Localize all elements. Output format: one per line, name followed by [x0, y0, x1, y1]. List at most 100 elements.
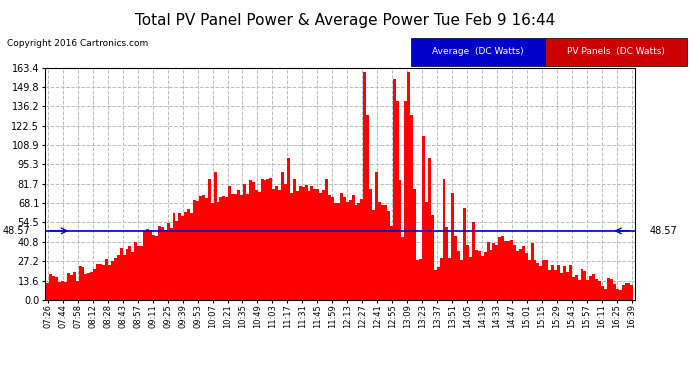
Bar	[498, 237, 501, 300]
Bar	[446, 227, 448, 300]
Bar	[164, 230, 167, 300]
Bar	[589, 276, 592, 300]
Bar	[442, 179, 446, 300]
Bar	[489, 251, 493, 300]
Bar	[528, 260, 531, 300]
Bar	[619, 290, 622, 300]
Bar	[217, 202, 219, 300]
Bar	[322, 190, 325, 300]
Bar	[67, 273, 70, 300]
Bar	[372, 210, 375, 300]
Bar	[61, 282, 64, 300]
Bar	[58, 282, 61, 300]
Bar	[557, 265, 560, 300]
Bar	[533, 260, 536, 300]
Bar	[454, 236, 457, 300]
Bar	[199, 196, 202, 300]
Bar	[352, 195, 355, 300]
Bar	[422, 136, 425, 300]
Bar	[357, 203, 360, 300]
Text: Total PV Panel Power & Average Power Tue Feb 9 16:44: Total PV Panel Power & Average Power Tue…	[135, 13, 555, 28]
Bar	[510, 240, 513, 300]
Bar	[604, 289, 607, 300]
Text: 48.57: 48.57	[3, 226, 30, 236]
Bar	[308, 191, 310, 300]
Bar	[114, 258, 117, 300]
Bar	[167, 223, 170, 300]
Bar	[278, 190, 281, 300]
Bar	[416, 260, 419, 300]
Bar	[273, 189, 275, 300]
Bar	[339, 193, 343, 300]
Bar	[70, 275, 72, 300]
Bar	[411, 115, 413, 300]
Bar	[81, 267, 84, 300]
Bar	[610, 279, 613, 300]
Bar	[93, 269, 96, 300]
Bar	[64, 282, 67, 300]
Bar	[519, 249, 522, 300]
Bar	[428, 158, 431, 300]
Bar	[313, 189, 316, 300]
Bar	[84, 274, 88, 300]
Bar	[507, 242, 510, 300]
Bar	[252, 182, 255, 300]
Bar	[381, 206, 384, 300]
Bar	[88, 273, 90, 300]
Bar	[484, 252, 486, 300]
Bar	[226, 196, 228, 300]
Bar	[393, 80, 395, 300]
Bar	[440, 258, 442, 300]
Text: Average  (DC Watts): Average (DC Watts)	[432, 47, 524, 56]
Bar	[531, 243, 533, 300]
Bar	[615, 289, 619, 300]
Bar	[76, 281, 79, 300]
Bar	[266, 179, 269, 300]
Bar	[331, 197, 334, 300]
Bar	[202, 195, 205, 300]
Bar	[214, 172, 217, 300]
Bar	[466, 244, 469, 300]
Bar	[346, 202, 348, 300]
Bar	[495, 245, 498, 300]
Bar	[319, 192, 322, 300]
Bar	[448, 258, 451, 300]
Bar	[524, 252, 528, 300]
Bar	[451, 193, 454, 300]
Bar	[119, 248, 123, 300]
Bar	[572, 277, 575, 300]
Bar	[560, 273, 563, 300]
Bar	[146, 229, 149, 300]
Bar	[208, 179, 210, 300]
Bar	[158, 226, 161, 300]
Bar	[117, 255, 119, 300]
Bar	[348, 200, 352, 300]
Bar	[108, 265, 111, 300]
Bar	[566, 272, 569, 300]
Bar	[302, 188, 304, 300]
Bar	[102, 265, 105, 300]
Bar	[551, 265, 554, 300]
Bar	[486, 242, 489, 300]
Bar	[395, 101, 399, 300]
Bar	[607, 278, 610, 300]
Bar	[175, 221, 179, 300]
Bar	[355, 205, 357, 300]
Bar	[404, 101, 407, 300]
Bar	[545, 260, 549, 300]
Bar	[328, 195, 331, 300]
Bar	[255, 190, 257, 300]
Bar	[96, 264, 99, 300]
Text: Copyright 2016 Cartronics.com: Copyright 2016 Cartronics.com	[7, 39, 148, 48]
Bar	[369, 189, 372, 300]
Bar	[460, 260, 463, 300]
Bar	[287, 158, 290, 300]
Bar	[580, 269, 584, 300]
Bar	[243, 184, 246, 300]
Bar	[172, 213, 175, 300]
Bar	[516, 251, 519, 300]
Bar	[343, 197, 346, 300]
Bar	[592, 274, 595, 300]
Bar	[337, 203, 339, 300]
Bar	[234, 194, 237, 300]
